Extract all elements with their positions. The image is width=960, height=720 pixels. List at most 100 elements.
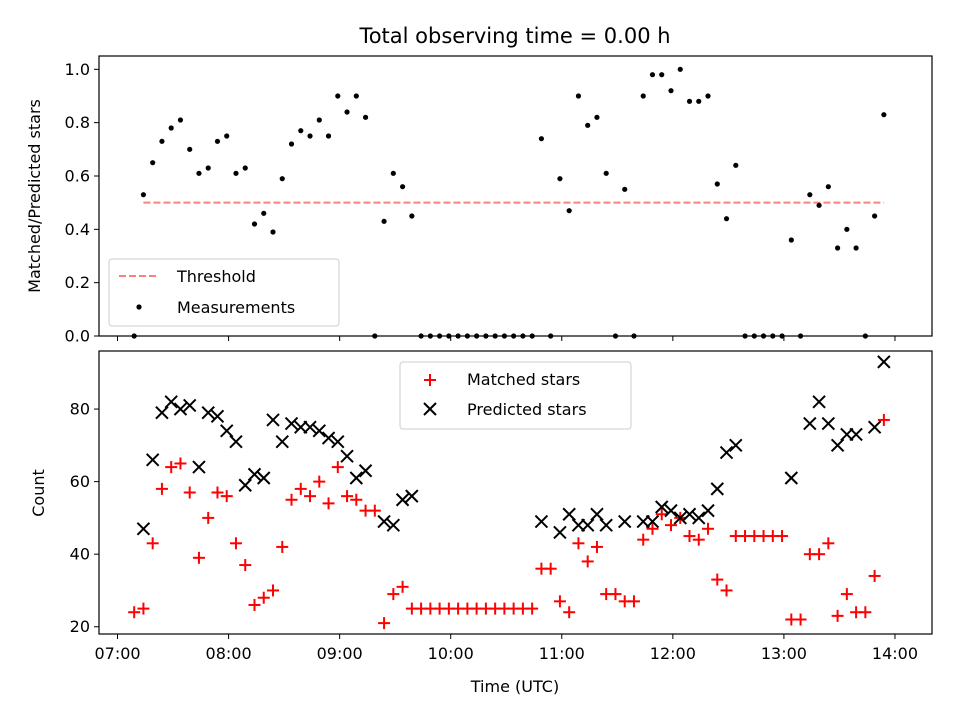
measurement-point xyxy=(807,192,813,198)
measurement-point xyxy=(659,72,665,78)
predicted-star-point xyxy=(867,420,882,434)
matched-star-point xyxy=(840,588,853,601)
matched-star-point xyxy=(155,482,168,495)
matched-star-point xyxy=(313,475,326,488)
predicted-star-point xyxy=(257,471,271,485)
measurement-point xyxy=(140,192,147,198)
predicted-star-point xyxy=(673,511,687,525)
matched-star-point xyxy=(868,569,881,582)
predicted-star-point xyxy=(692,511,706,525)
count-x-tick-label: 12:00 xyxy=(650,644,696,663)
measurement-point xyxy=(603,170,609,176)
matched-star-point xyxy=(128,606,141,619)
x-axis-label: Time (UTC) xyxy=(470,677,559,696)
ratio-y-tick-label: 0.4 xyxy=(65,220,90,239)
count-y-tick-label: 80 xyxy=(70,400,90,419)
predicted-star-point xyxy=(284,416,299,431)
predicted-star-point xyxy=(803,416,817,431)
measurement-point xyxy=(196,170,202,176)
matched-star-point xyxy=(396,580,409,593)
predicted-star-point xyxy=(645,514,660,529)
ratio-y-tick-label: 0.6 xyxy=(65,167,90,186)
predicted-star-point xyxy=(395,493,410,507)
matched-star-point xyxy=(378,617,391,630)
matched-star-point xyxy=(877,413,890,426)
matched-star-point xyxy=(702,522,715,535)
predicted-star-point xyxy=(220,424,234,438)
measurement-point xyxy=(205,165,211,171)
matched-star-point xyxy=(248,598,261,611)
measurement-point xyxy=(242,165,248,171)
predicted-star-point xyxy=(710,482,724,496)
matched-star-point xyxy=(831,609,844,622)
measurement-point xyxy=(881,112,887,118)
predicted-star-point xyxy=(303,420,317,434)
matched-star-point xyxy=(304,490,317,503)
predicted-star-point xyxy=(312,424,326,438)
matched-star-point xyxy=(146,537,159,550)
measurement-point xyxy=(622,186,628,192)
predicted-star-point xyxy=(784,471,799,485)
measurement-point xyxy=(816,202,822,208)
measurement-point xyxy=(714,181,720,187)
measurements-legend-marker xyxy=(136,304,142,310)
measurement-point xyxy=(825,184,831,190)
predicted-legend-label: Predicted stars xyxy=(467,400,587,419)
matched-star-point xyxy=(387,588,400,601)
measurement-point xyxy=(233,170,239,176)
count-x-ticks: 07:00 08:00 09:00 10:00 11:00 12:00 13:00 14:00 xyxy=(94,634,918,663)
count-plot-frame xyxy=(98,350,933,635)
ratio-y-axis-label: Matched/Predicted stars xyxy=(25,99,44,293)
predicted-star-point xyxy=(682,507,697,521)
count-x-tick-label: 09:00 xyxy=(317,644,363,663)
predicted-star-point xyxy=(729,438,743,453)
matched-star-point xyxy=(720,584,733,597)
measurement-point xyxy=(288,141,295,147)
measurement-point xyxy=(566,208,572,214)
predicted-star-point xyxy=(405,489,419,503)
matched-star-point xyxy=(544,562,557,575)
predicted-star-point xyxy=(377,514,391,529)
measurement-point xyxy=(696,98,702,104)
predicted-star-point xyxy=(580,518,595,532)
matched-star-point xyxy=(692,533,705,546)
matched-star-point xyxy=(183,486,196,499)
ratio-y-tick-label: 0.2 xyxy=(65,273,90,292)
ratio-y-ticks: 0.0 0.2 0.4 0.6 0.8 1.0 xyxy=(65,60,99,346)
measurement-point xyxy=(733,162,739,168)
matched-star-point xyxy=(192,551,205,564)
measurement-point xyxy=(668,88,674,94)
matched-star-point xyxy=(683,530,696,543)
predicted-star-point xyxy=(229,434,243,449)
chart-title: Total observing time = 0.00 h xyxy=(358,24,670,48)
measurement-point xyxy=(224,133,230,139)
predicted-star-point xyxy=(562,507,576,521)
measurement-point xyxy=(325,133,332,139)
ratio-y-tick-label: 0.0 xyxy=(65,327,90,346)
predicted-star-point xyxy=(599,518,613,532)
matched-star-point xyxy=(350,493,363,506)
measurement-point xyxy=(353,93,359,99)
ratio-y-tick-label: 1.0 xyxy=(65,60,90,79)
matched-star-point xyxy=(563,606,576,619)
predicted-star-point xyxy=(358,464,373,478)
count-plot-area xyxy=(128,355,891,630)
matched-star-point xyxy=(776,530,789,543)
measurement-point xyxy=(279,176,285,182)
measurement-point xyxy=(270,229,276,235)
matched-star-point xyxy=(609,588,622,601)
measurement-point xyxy=(788,237,794,243)
predicted-star-point xyxy=(590,507,604,521)
measurement-point xyxy=(390,170,396,176)
predicted-star-point xyxy=(173,402,188,416)
measurement-point xyxy=(399,184,406,190)
matched-star-point xyxy=(294,482,307,495)
predicted-star-point xyxy=(136,522,151,536)
matched-legend-marker xyxy=(424,374,436,386)
predicted-star-point xyxy=(238,478,252,492)
measurement-point xyxy=(557,176,563,182)
matched-star-point xyxy=(822,537,835,550)
measurement-point xyxy=(316,117,322,123)
measurement-point xyxy=(834,245,841,251)
measurement-point xyxy=(150,160,156,166)
